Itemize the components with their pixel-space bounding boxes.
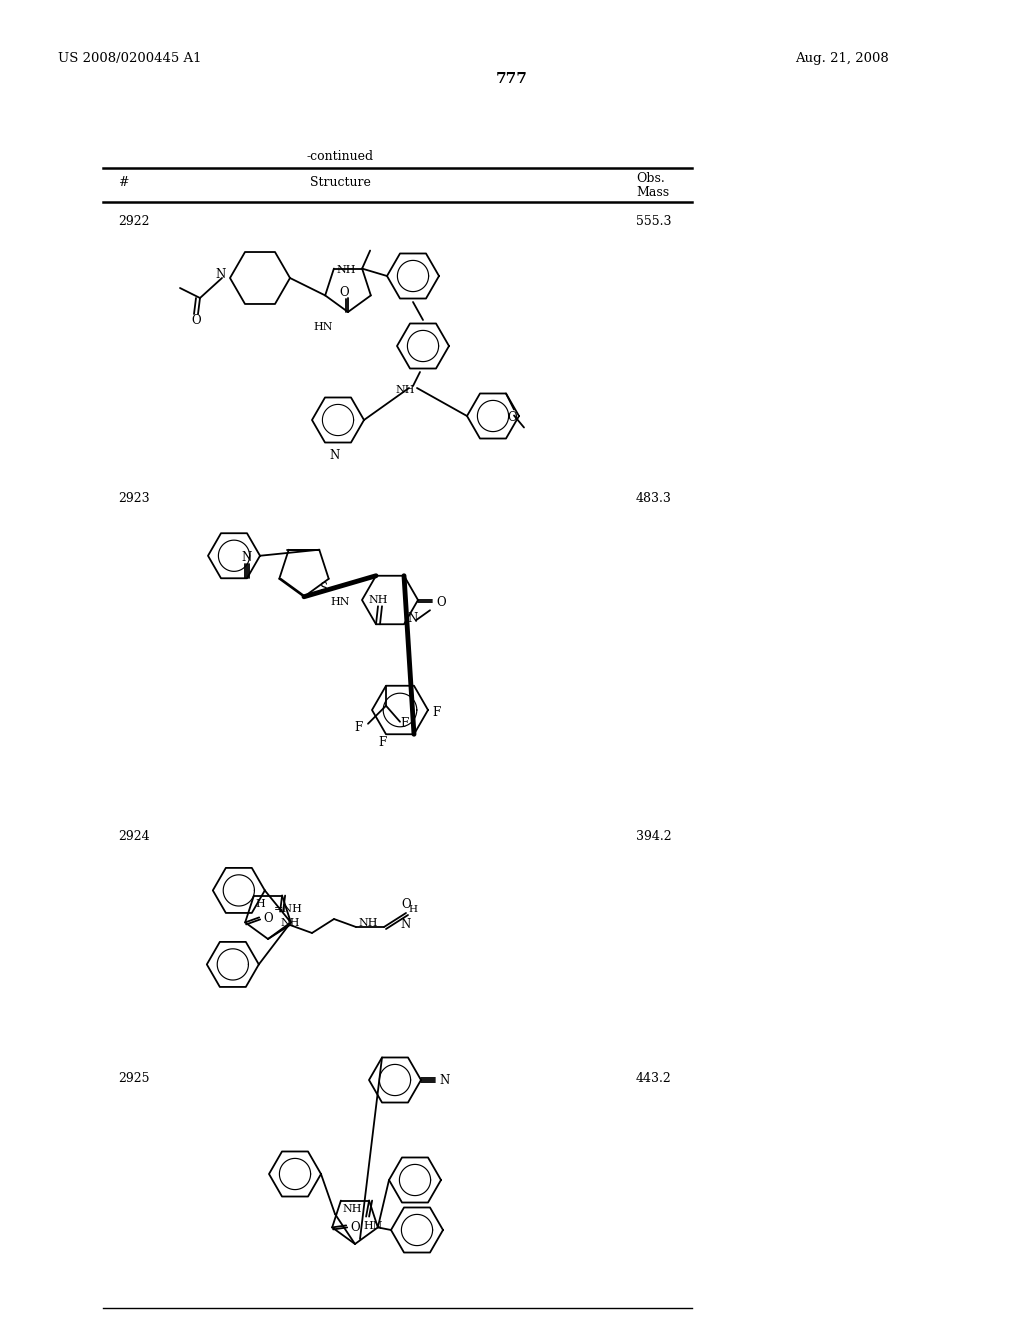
Text: 2925: 2925 [118,1072,150,1085]
Text: HN: HN [313,322,333,333]
Text: 2924: 2924 [118,830,150,843]
Text: N: N [330,449,340,462]
Text: -continued: -continued [306,150,374,162]
Text: O: O [436,595,445,609]
Text: N: N [439,1073,450,1086]
Text: NH: NH [358,917,378,928]
Text: 2922: 2922 [118,215,150,228]
Text: O: O [507,411,517,424]
Text: 555.3: 555.3 [636,215,672,228]
Text: Structure: Structure [309,176,371,189]
Text: 394.2: 394.2 [636,830,672,843]
Text: NH: NH [337,264,356,275]
Text: #: # [118,176,128,189]
Text: HN: HN [331,597,350,607]
Text: N: N [242,550,252,564]
Text: Aug. 21, 2008: Aug. 21, 2008 [795,51,889,65]
Text: NH: NH [343,1204,362,1213]
Text: N: N [407,611,417,624]
Text: O: O [339,285,349,298]
Text: 777: 777 [496,73,528,86]
Text: H: H [408,904,417,913]
Text: F: F [354,721,362,734]
Text: Mass: Mass [636,186,669,199]
Text: F: F [432,706,440,719]
Text: N: N [216,268,226,281]
Text: Obs.: Obs. [636,172,665,185]
Text: H: H [256,899,265,908]
Text: N: N [400,917,411,931]
Text: F: F [378,735,386,748]
Text: 443.2: 443.2 [636,1072,672,1085]
Text: F: F [400,717,409,730]
Text: HN: HN [364,1221,383,1230]
Text: =NH: =NH [274,904,303,913]
Text: 483.3: 483.3 [636,492,672,506]
Text: 2923: 2923 [118,492,150,506]
Text: O: O [350,1221,359,1234]
Text: US 2008/0200445 A1: US 2008/0200445 A1 [58,51,202,65]
Text: O: O [263,912,272,925]
Text: O: O [191,314,201,326]
Text: O: O [401,899,411,912]
Text: NH: NH [369,595,388,606]
Text: NH: NH [281,917,300,928]
Text: S: S [319,582,328,595]
Text: NH: NH [395,385,415,395]
